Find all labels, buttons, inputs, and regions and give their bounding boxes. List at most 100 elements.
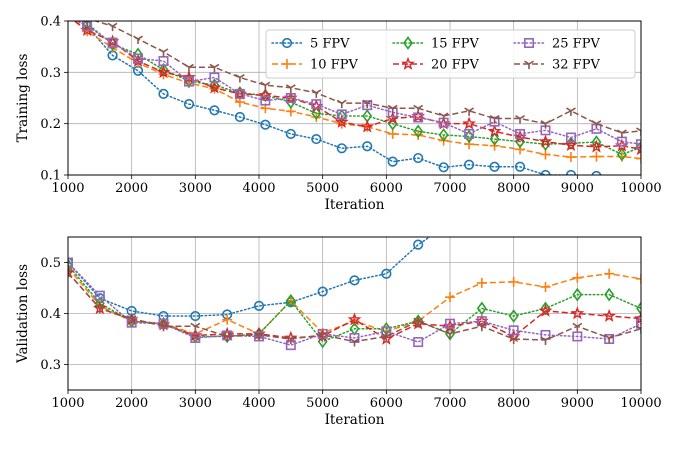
data-point [591, 120, 602, 129]
legend-label: 20 FPV [431, 58, 479, 73]
data-point [234, 88, 245, 99]
x-tick-label: 4000 [242, 396, 275, 411]
data-point [591, 170, 602, 175]
data-point [64, 12, 73, 21]
legend-label: 15 FPV [431, 37, 479, 52]
data-point [616, 147, 627, 162]
data-point [107, 22, 118, 32]
data-point [572, 322, 583, 332]
data-point [68, 21, 70, 23]
data-point [602, 308, 616, 322]
data-point [433, 228, 442, 237]
data-point [634, 311, 641, 325]
y-axis: 0.1 0.2 0.3 0.4 Training loss [15, 15, 68, 184]
data-point [362, 141, 373, 152]
data-point [183, 76, 194, 87]
data-point [253, 300, 265, 311]
y-axis-label: Validation loss [15, 264, 31, 364]
data-point [362, 99, 373, 109]
data-point [311, 133, 322, 145]
data-point [258, 88, 273, 102]
data-point [413, 124, 424, 139]
data-point [311, 111, 322, 122]
data-point [317, 331, 328, 340]
x-tick-label: 8000 [497, 181, 530, 196]
x-tick-label: 1000 [51, 396, 84, 411]
y-axis-label: Training loss [15, 54, 31, 143]
legend-marker [523, 37, 534, 48]
data-point [260, 81, 271, 91]
legend-marker [403, 36, 413, 50]
y-tick-label: 0.3 [40, 358, 61, 373]
data-point [540, 120, 551, 129]
x-tick-label: 10000 [620, 181, 661, 196]
data-point [476, 301, 487, 316]
data-point [381, 268, 392, 279]
data-point [86, 21, 88, 24]
data-point [234, 73, 245, 83]
y-tick-label: 0.5 [40, 256, 61, 271]
x-tick-label: 9000 [561, 181, 594, 196]
data-point [413, 112, 424, 123]
series-line [75, 21, 590, 175]
legend-label: 32 FPV [552, 58, 600, 73]
legend-label: 10 FPV [310, 58, 358, 73]
data-point [604, 268, 615, 279]
data-point [107, 37, 118, 48]
data-point [260, 119, 271, 130]
data-point [570, 306, 585, 320]
data-point [182, 70, 196, 84]
data-point [336, 99, 347, 109]
data-point [209, 72, 220, 83]
data-point [462, 116, 476, 130]
data-point [464, 159, 475, 170]
data-point [464, 128, 475, 139]
data-point [68, 258, 73, 272]
x-tick-label: 2000 [115, 396, 148, 411]
data-point [508, 335, 519, 344]
data-point [126, 315, 137, 324]
data-point [564, 138, 578, 152]
x-tick-label: 4000 [242, 181, 275, 196]
data-point [515, 115, 525, 124]
x-axis-label: Iteration [325, 412, 385, 428]
data-point [566, 107, 576, 116]
data-point [565, 132, 576, 143]
x-tick-label: 9000 [561, 396, 594, 411]
chart-panel-2: 1000 2000 3000 4000 5000 6000 7000 8000 9000 1000… [15, 228, 662, 428]
data-point [285, 93, 296, 104]
x-tick-label: 1000 [51, 181, 84, 196]
data-point [209, 105, 220, 116]
x-axis-label: Iteration [325, 197, 385, 213]
y-axis: 0.3 0.4 0.5 Validation loss [15, 256, 68, 373]
data-point [476, 277, 487, 288]
data-point [349, 338, 360, 347]
data-point [636, 140, 641, 155]
x-axis: 1000 2000 3000 4000 5000 6000 7000 8000 9000 1000… [51, 390, 662, 428]
data-point [234, 111, 245, 123]
data-point [540, 336, 551, 346]
data-point [285, 84, 296, 93]
data-point [311, 99, 322, 110]
data-point [158, 56, 169, 67]
data-point [183, 99, 195, 110]
data-point [94, 290, 105, 301]
data-point [464, 107, 475, 116]
data-point [190, 332, 201, 343]
data-point [572, 331, 583, 342]
data-point [636, 127, 641, 136]
data-point [508, 325, 519, 336]
data-point [413, 337, 424, 348]
data-point [487, 124, 502, 138]
data-point [540, 281, 551, 292]
data-point [591, 151, 602, 162]
legend-marker [524, 60, 534, 69]
legend-item: 20 FPV [393, 56, 479, 73]
x-tick-label: 3000 [179, 181, 212, 196]
y-tick-label: 0.1 [40, 169, 61, 184]
series-10-fpv [68, 262, 641, 339]
data-point [438, 112, 449, 121]
data-point [381, 332, 392, 342]
data-point [349, 275, 360, 286]
